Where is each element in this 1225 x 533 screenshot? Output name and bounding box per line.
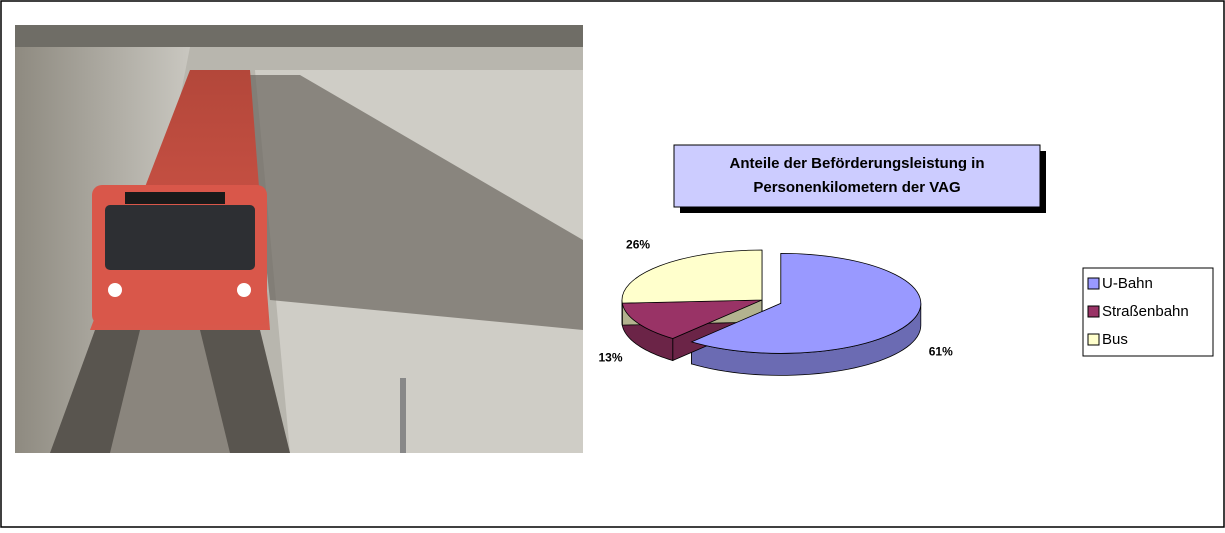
data-label: 13% xyxy=(599,350,623,364)
photo xyxy=(15,25,583,453)
legend-swatch xyxy=(1088,306,1099,317)
slide: Anteile der Beförderungsleistung in Pers… xyxy=(0,0,1225,528)
chart-title: Anteile der Beförderungsleistung in xyxy=(729,155,984,172)
data-label: 26% xyxy=(626,237,650,251)
chart-title-box: Anteile der Beförderungsleistung in Pers… xyxy=(674,145,1046,213)
chart-title: Personenkilometern der VAG xyxy=(753,179,960,196)
legend-swatch xyxy=(1088,334,1099,345)
legend-swatch xyxy=(1088,278,1099,289)
data-label: 61% xyxy=(929,345,953,359)
legend-label: Straßenbahn xyxy=(1102,303,1189,320)
legend-label: Bus xyxy=(1102,331,1128,348)
legend-label: U-Bahn xyxy=(1102,275,1153,292)
